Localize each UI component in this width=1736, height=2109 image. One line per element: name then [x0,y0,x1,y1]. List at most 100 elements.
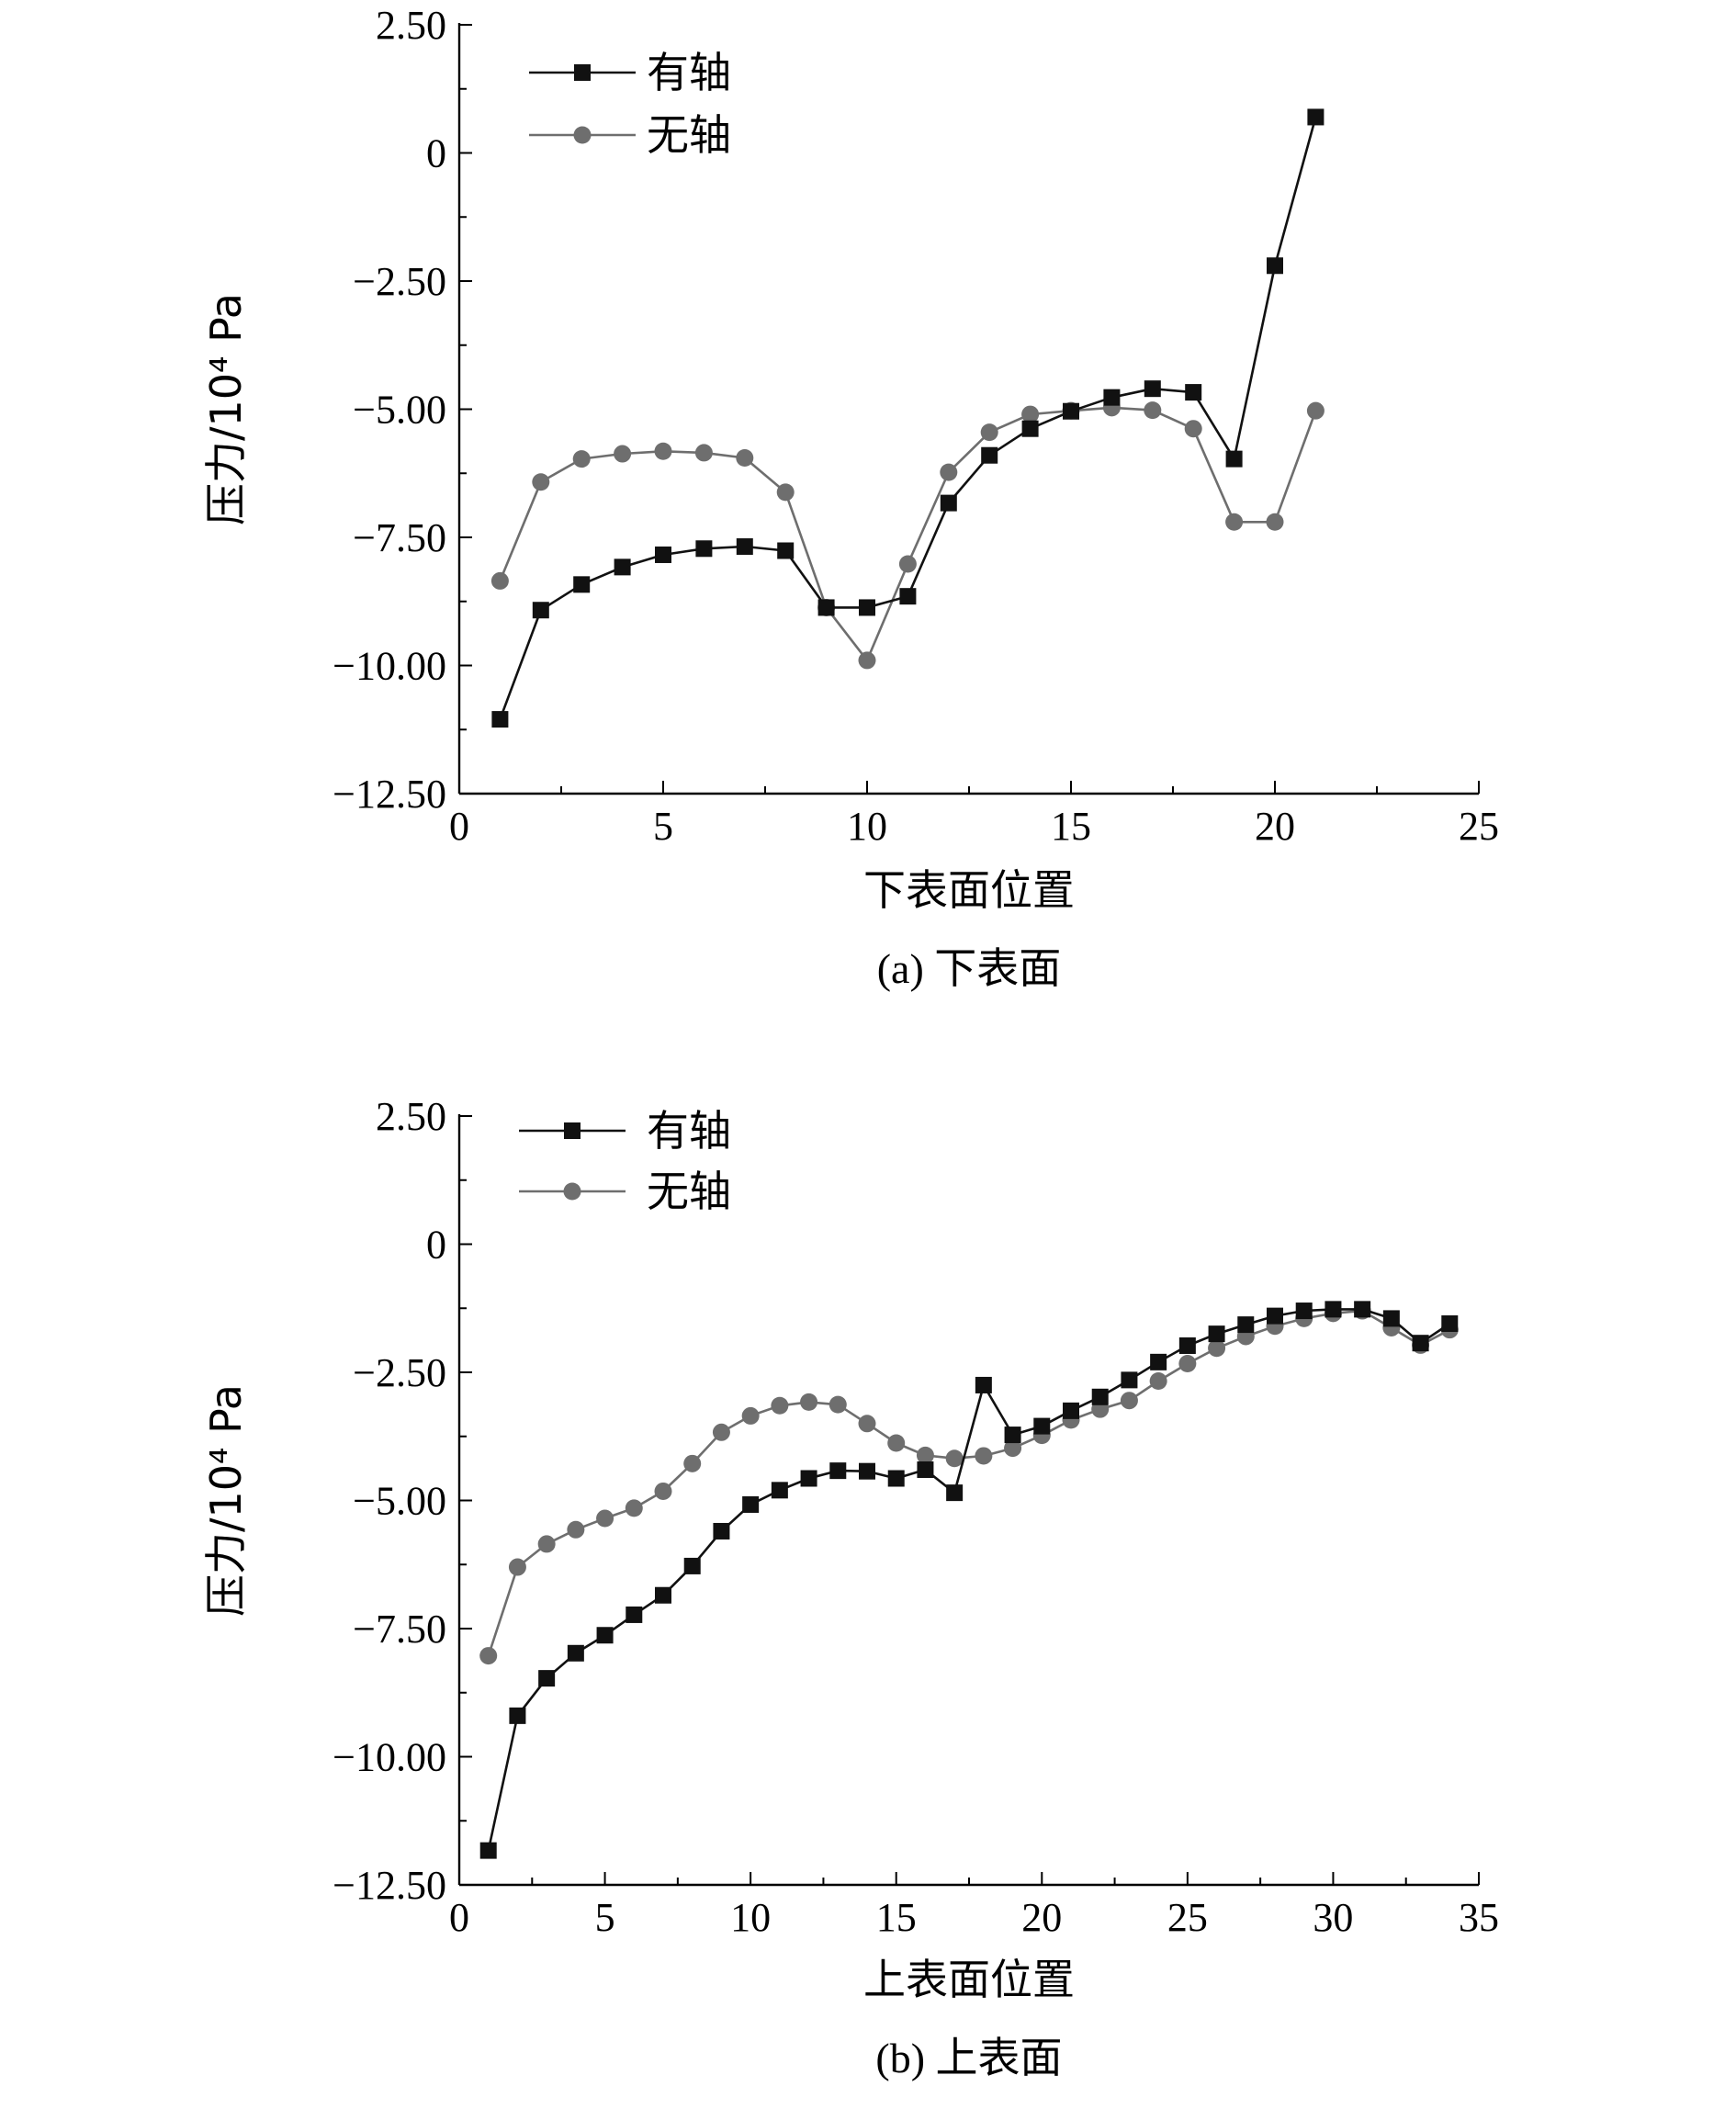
panel-a-x-tick-label: 0 [449,804,469,849]
panel-b-with-shaft-point [1237,1316,1255,1334]
panel-b-with-shaft-point [771,1482,788,1499]
panel-a-y-tick-label: 2.50 [376,3,446,48]
panel-a-with-shaft-point [695,540,713,558]
chart-panel-b: 2.500−2.50−5.00−7.50−10.00−12.500 5 10 15 20… [201,1094,1499,2081]
panel-a-without-shaft-point [1306,401,1325,420]
panel-b-without-shaft-point [771,1396,789,1415]
panel-a-legend-label-with-shaft: 有轴 [647,48,731,97]
panel-b-without-shaft-point [625,1499,643,1517]
panel-a-y-tick-label: 0 [426,131,446,176]
panel-b-without-shaft-point [1208,1339,1226,1358]
panel-a-with-shaft-point [940,494,957,512]
panel-a-without-shaft-point [532,473,550,491]
panel-b-with-shaft-point [1063,1402,1079,1419]
panel-a-with-shaft-point [1225,450,1243,468]
panel-b-y-tick-label: −7.50 [353,1607,446,1652]
panel-a-legend: 有轴 无轴 [529,48,731,160]
panel-b-legend-marker-circle [563,1182,581,1201]
panel-a-without-shaft-point [1266,513,1284,531]
panel-b-legend-marker-square [564,1122,581,1139]
panel-b-y-tick-label: −12.50 [333,1863,446,1908]
panel-a-with-shaft-point [491,711,509,728]
panel-b-without-shaft-point [945,1449,964,1468]
panel-b-with-shaft-point [1033,1417,1051,1435]
panel-a-y-tick-label: −2.50 [353,259,446,304]
panel-b-without-shaft-point [1120,1392,1138,1410]
panel-a-with-shaft-point [777,542,795,559]
panel-b-axes: 2.500−2.50−5.00−7.50−10.00−12.500 5 10 15 20… [333,1094,1499,1940]
panel-a-with-shaft-point [573,576,591,593]
panel-b-with-shaft-point [1354,1301,1371,1318]
panel-b-without-shaft-point [1178,1355,1197,1373]
panel-a-without-shaft-point [898,555,917,573]
panel-b-x-tick-label: 5 [595,1895,615,1940]
panel-b-y-axis-title: 压力/10⁴ Pa [201,1384,251,1617]
panel-b-with-shaft-point [1441,1314,1459,1332]
panel-b-with-shaft-point [509,1707,526,1724]
panel-a-with-shaft-point [614,558,631,576]
panel-b-series [479,1301,1459,1859]
panel-b-without-shaft-point [800,1393,818,1411]
panel-a-x-tick-label: 25 [1459,804,1499,849]
panel-b-without-shaft-point [829,1395,847,1414]
panel-b-y-tick-label: 2.50 [376,1094,446,1139]
panel-b-with-shaft-point [1382,1310,1400,1327]
panel-b-with-shaft-point [683,1557,701,1574]
panel-b-with-shaft-point [1325,1301,1342,1318]
panel-a-with-shaft-point [532,602,549,619]
panel-a-with-shaft-point [1063,402,1079,420]
panel-a-legend-marker-square [574,64,591,81]
panel-a-with-shaft-point [1185,384,1202,401]
panel-a-with-shaft-point [1103,389,1121,406]
panel-a-caption: (a) 下表面 [877,945,1062,992]
panel-a-series [490,108,1325,728]
panel-b-without-shaft-point [683,1454,702,1472]
panel-b-with-shaft-point [626,1606,643,1623]
panel-a-legend-marker-circle [573,126,592,144]
panel-b-with-shaft-point [829,1462,847,1480]
panel-a-with-shaft-point [1307,108,1325,126]
panel-b-with-shaft-point [713,1522,730,1539]
panel-a-with-shaft-point [655,546,671,563]
panel-b-without-shaft-point [537,1535,556,1553]
panel-b-without-shaft-point [596,1509,614,1528]
panel-b-with-shaft-point [917,1461,934,1479]
panel-a-with-shaft-point [1267,257,1283,275]
panel-a-y-tick-label: −5.00 [353,388,446,433]
panel-b-x-tick-label: 30 [1313,1895,1353,1940]
panel-a-y-tick-label: −12.50 [333,772,446,817]
panel-a-without-shaft-point [980,423,998,442]
panel-b-x-tick-label: 20 [1021,1895,1062,1940]
panel-b-legend: 有轴 无轴 [519,1106,731,1216]
panel-a-x-tick-label: 15 [1051,804,1091,849]
panel-a-with-shaft-point [1021,420,1039,437]
panel-b-with-shaft-point [479,1842,497,1859]
panel-b-with-shaft-point [1208,1325,1225,1343]
panel-a-without-shaft-point [694,444,713,462]
panel-a-with-shaft-point [859,599,875,616]
panel-b-series-without-shaft-line [487,1309,1450,1657]
panel-a-without-shaft-point [736,449,754,468]
panel-b-y-tick-label: 0 [426,1223,446,1268]
panel-b-without-shaft-point [916,1446,934,1464]
panel-b-with-shaft-point [1412,1335,1429,1352]
panel-a-y-tick-label: −7.50 [353,515,446,560]
panel-b-without-shaft-point [567,1520,585,1539]
panel-a-with-shaft-point [817,599,835,616]
panel-b-without-shaft-point [858,1415,876,1433]
panel-a-without-shaft-point [654,442,672,460]
panel-b-x-axis-title: 上表面位置 [863,1955,1075,2004]
panel-b-x-tick-label: 35 [1459,1895,1499,1940]
panel-b-without-shaft-point [741,1406,760,1425]
panel-b-with-shaft-point [1178,1336,1196,1354]
panel-b-with-shaft-point [742,1495,760,1513]
panel-b-x-tick-label: 15 [876,1895,917,1940]
panel-a-without-shaft-point [490,571,509,590]
panel-a-with-shaft-point [736,538,753,556]
panel-b-legend-label-without-shaft: 无轴 [647,1167,731,1216]
panel-a-without-shaft-point [1225,513,1244,531]
panel-b-y-tick-label: −10.00 [333,1735,446,1780]
panel-b-with-shaft-point [887,1470,905,1487]
panel-b-y-tick-label: −2.50 [353,1350,446,1395]
panel-b-without-shaft-point [1149,1371,1167,1390]
